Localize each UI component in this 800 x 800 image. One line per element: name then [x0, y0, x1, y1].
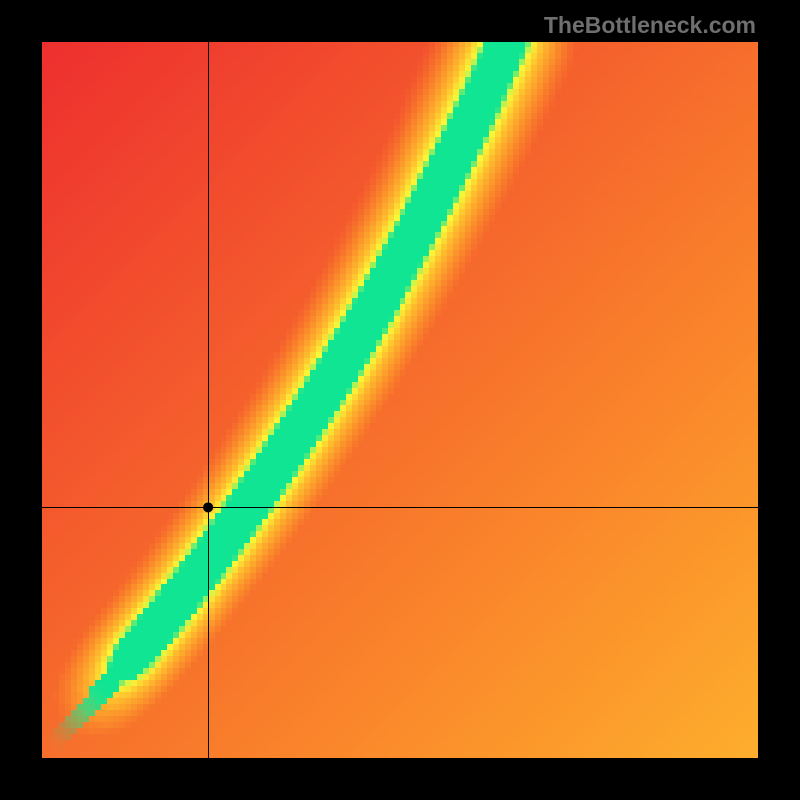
bottleneck-heatmap [42, 42, 758, 758]
watermark-text: TheBottleneck.com [544, 12, 756, 39]
chart-stage: TheBottleneck.com [0, 0, 800, 800]
